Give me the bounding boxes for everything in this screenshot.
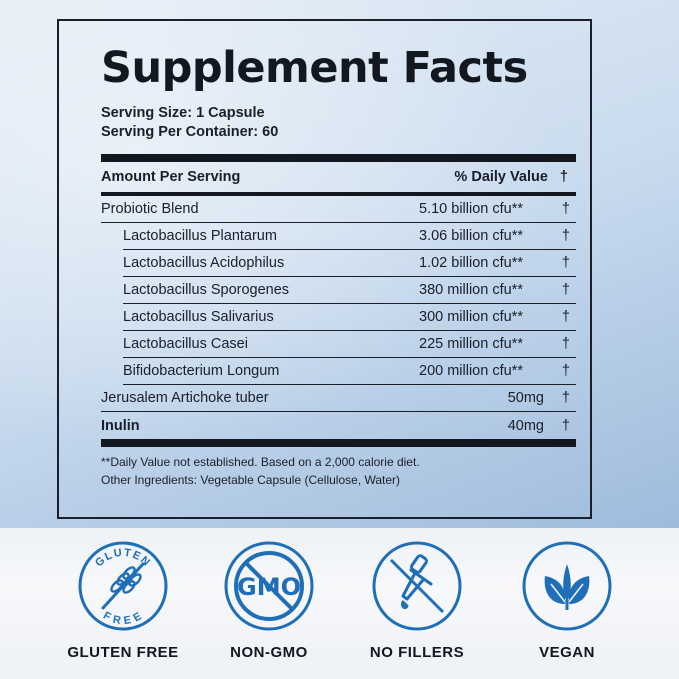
- facts-title: Supplement Facts: [101, 43, 528, 93]
- dropper-icon: [372, 541, 462, 631]
- ingredient-amount: 5.10 billion cfu**: [419, 201, 523, 217]
- table-row: Lactobacillus Salivarius 300 million cfu…: [123, 304, 576, 331]
- ingredient-dv: †: [561, 417, 570, 434]
- ingredient-name: Lactobacillus Casei: [123, 336, 248, 352]
- gmo-icon: GMO: [224, 541, 314, 631]
- ingredient-name: Lactobacillus Acidophilus: [123, 255, 285, 271]
- header-rule: [101, 192, 576, 196]
- ingredient-name: Probiotic Blend: [101, 201, 199, 217]
- leaves-icon: [522, 541, 612, 631]
- footnotes: **Daily Value not established. Based on …: [101, 453, 576, 489]
- ingredient-amount: 300 million cfu**: [419, 309, 523, 325]
- ingredient-amount: 200 million cfu**: [419, 363, 523, 379]
- ingredient-amount: 380 million cfu**: [419, 282, 523, 298]
- ingredient-name: Lactobacillus Salivarius: [123, 309, 274, 325]
- ingredient-name: Jerusalem Artichoke tuber: [101, 390, 269, 406]
- ingredient-amount: 3.06 billion cfu**: [419, 228, 523, 244]
- ingredient-amount: 1.02 billion cfu**: [419, 255, 523, 271]
- gluten-free-badge: GLUTEN FREE GLUTEN FREE: [58, 540, 188, 661]
- table-row: Probiotic Blend 5.10 billion cfu** †: [101, 196, 576, 223]
- table-row: Lactobacillus Sporogenes 380 million cfu…: [123, 277, 576, 304]
- ingredient-dv: †: [561, 201, 570, 217]
- table-row: Lactobacillus Acidophilus 1.02 billion c…: [123, 250, 576, 277]
- supplement-facts-panel: Supplement Facts Serving Size: 1 Capsule…: [57, 19, 592, 519]
- vegan-badge: VEGAN: [502, 540, 632, 661]
- vegan-label: VEGAN: [539, 644, 595, 661]
- no-fillers-label: NO FILLERS: [369, 644, 465, 661]
- serving-info: Serving Size: 1 Capsule Serving Per Cont…: [101, 104, 576, 142]
- other-ingredients: Other Ingredients: Vegetable Capsule (Ce…: [101, 473, 401, 487]
- non-gmo-badge: GMO NON-GMO: [204, 540, 334, 661]
- wheat-icon: GLUTEN FREE: [78, 541, 168, 631]
- ingredient-dv: †: [561, 282, 570, 298]
- ingredient-name: Lactobacillus Plantarum: [123, 228, 277, 244]
- serving-size: Serving Size: 1 Capsule: [101, 105, 265, 121]
- ingredient-dv: †: [561, 363, 570, 379]
- header-dagger: †: [559, 169, 568, 185]
- no-fillers-badge: NO FILLERS: [352, 540, 482, 661]
- bottom-rule: [101, 439, 576, 447]
- ingredient-dv: †: [561, 390, 570, 406]
- table-row: Lactobacillus Casei 225 million cfu** †: [123, 331, 576, 358]
- header-daily-value: % Daily Value: [454, 169, 548, 185]
- ingredient-amount: 40mg: [507, 417, 544, 434]
- ingredient-name: Inulin: [101, 417, 140, 434]
- header-amount: Amount Per Serving: [101, 169, 241, 185]
- ingredient-name: Lactobacillus Sporogenes: [123, 282, 290, 298]
- badge-row: GLUTEN FREE GLUTEN FREE GMO NON-GMO: [0, 540, 679, 675]
- ingredient-dv: †: [561, 309, 570, 325]
- ingredient-amount: 225 million cfu**: [419, 336, 523, 352]
- non-gmo-label: NON-GMO: [230, 644, 308, 661]
- ingredient-name: Bifidobacterium Longum: [123, 363, 280, 379]
- table-row: Jerusalem Artichoke tuber 50mg †: [101, 385, 576, 412]
- table-row: Inulin 40mg †: [101, 412, 576, 439]
- gluten-free-label: GLUTEN FREE: [67, 644, 179, 661]
- serving-per-container: Serving Per Container: 60: [101, 124, 279, 140]
- daily-value-footnote: **Daily Value not established. Based on …: [101, 455, 420, 469]
- ingredient-dv: †: [561, 255, 570, 271]
- table-row: Bifidobacterium Longum 200 million cfu**…: [123, 358, 576, 385]
- ingredient-amount: 50mg: [507, 390, 544, 406]
- ingredient-dv: †: [561, 228, 570, 244]
- table-row: Lactobacillus Plantarum 3.06 billion cfu…: [123, 223, 576, 250]
- table-header: Amount Per Serving % Daily Value †: [101, 162, 576, 192]
- top-rule: [101, 154, 576, 162]
- ingredient-dv: †: [561, 336, 570, 352]
